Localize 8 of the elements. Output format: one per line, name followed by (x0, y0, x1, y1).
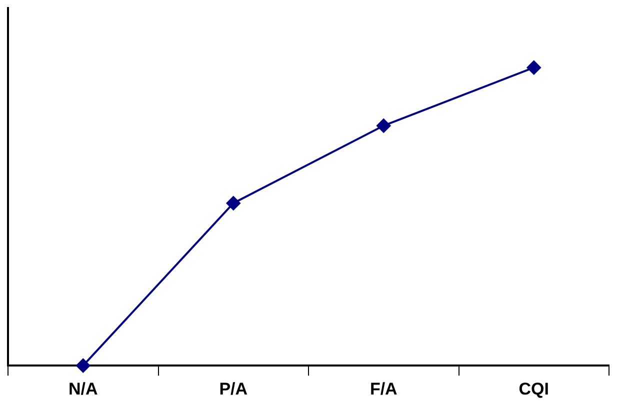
x-tick-label: N/A (68, 379, 98, 398)
point (226, 196, 240, 210)
point (76, 358, 90, 373)
point (526, 60, 541, 75)
point (376, 118, 391, 133)
x-tick-label: CQI (518, 379, 549, 398)
x-tick-label: P/A (219, 379, 248, 398)
x-tick-label: F/A (370, 379, 398, 398)
